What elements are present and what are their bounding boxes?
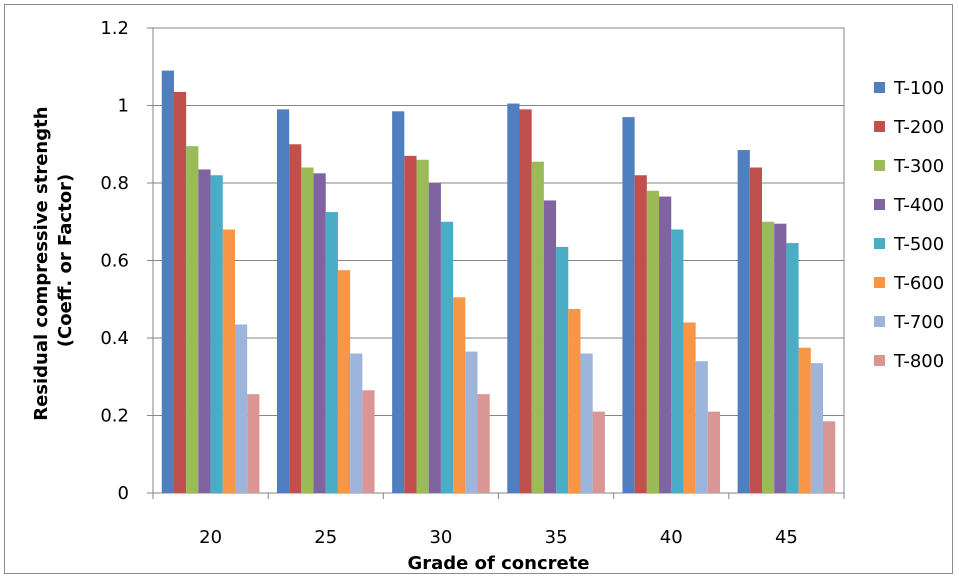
x-tick-label: 30	[429, 527, 452, 548]
bar-t-700-20	[234, 324, 248, 493]
x-axis-ticks: 20 25 30 35 40 45	[152, 493, 845, 548]
y-tick-label: 0.6	[100, 251, 129, 272]
legend-swatch-t-300	[874, 160, 885, 171]
bar-t-600-45	[798, 347, 811, 493]
legend-swatch-t-600	[874, 277, 885, 288]
legend-label-t-300: T-300	[893, 156, 944, 177]
bar-t-300-30	[416, 159, 429, 493]
bar-t-100-40	[622, 117, 635, 494]
bar-t-600-20	[222, 229, 235, 493]
bar-t-700-35	[580, 353, 593, 493]
bar-t-700-25	[350, 353, 363, 493]
bar-t-600-30	[453, 297, 466, 493]
legend-swatch-t-100	[874, 82, 885, 93]
legend-swatch-t-200	[874, 121, 885, 132]
legend-label-t-800: T-800	[893, 351, 944, 372]
bar-t-300-35	[531, 161, 544, 493]
legend-label-t-500: T-500	[893, 234, 944, 255]
bar-t-200-20	[173, 91, 187, 493]
bar-t-200-35	[519, 109, 532, 494]
bar-t-800-35	[592, 411, 605, 494]
legend-swatch-t-500	[874, 238, 885, 249]
bar-t-300-45	[762, 221, 775, 493]
bar-t-800-20	[247, 394, 260, 493]
bar-t-400-30	[428, 183, 441, 493]
y-tick-label: 0.2	[100, 406, 129, 427]
x-tick-label: 20	[199, 527, 222, 548]
legend-label-t-700: T-700	[893, 312, 944, 333]
legend-swatch-t-700	[874, 316, 885, 327]
x-tick-label: 35	[545, 527, 568, 548]
bar-t-700-30	[465, 351, 478, 493]
bar-t-500-35	[556, 246, 569, 493]
bar-t-400-45	[774, 223, 787, 493]
legend-label-t-400: T-400	[893, 195, 944, 216]
bar-t-300-20	[186, 146, 199, 493]
legend: T-100 T-200 T-300 T-400 T-500 T-600 T-700 T-800	[874, 78, 944, 372]
x-axis-title: Grade of concrete	[407, 553, 589, 574]
y-tick-label: 1.2	[100, 18, 129, 39]
bar-t-400-25	[313, 173, 326, 493]
bar-t-500-25	[325, 212, 338, 493]
bar-t-500-20	[210, 175, 223, 493]
y-tick-label: 0	[118, 483, 129, 504]
bar-t-800-40	[707, 411, 721, 494]
bar-t-200-45	[749, 167, 763, 493]
bars	[161, 70, 836, 494]
x-tick-label: 45	[775, 527, 798, 548]
bar-t-600-40	[683, 322, 696, 493]
bar-t-100-30	[392, 111, 405, 493]
bar-t-200-25	[289, 144, 302, 493]
y-axis-ticks: 0 0.2 0.4 0.6 0.8 1 1.2	[100, 18, 153, 504]
legend-label-t-100: T-100	[893, 78, 944, 99]
bar-t-700-40	[695, 361, 708, 493]
bar-t-100-20	[161, 70, 174, 494]
bar-t-200-30	[404, 155, 417, 494]
bar-t-100-25	[276, 109, 290, 494]
bar-t-300-25	[301, 167, 314, 493]
y-tick-label: 1	[118, 96, 129, 117]
bar-t-100-35	[507, 103, 520, 493]
bar-t-300-40	[646, 190, 660, 493]
y-axis-title-line-1: Residual compressive strength	[31, 106, 52, 420]
bar-t-500-45	[786, 243, 799, 493]
legend-label-t-200: T-200	[893, 117, 944, 138]
bar-t-200-40	[634, 175, 647, 493]
y-tick-label: 0.4	[100, 328, 129, 349]
x-tick-label: 25	[314, 527, 337, 548]
bar-t-400-20	[198, 169, 211, 493]
x-tick-label: 40	[660, 527, 683, 548]
bar-t-800-30	[477, 394, 490, 493]
y-axis-title-line-2: (Coeff. or Factor)	[55, 174, 76, 347]
bar-t-500-40	[671, 229, 684, 493]
y-tick-label: 0.8	[100, 173, 129, 194]
bar-t-400-35	[543, 200, 557, 493]
bar-t-800-25	[362, 390, 375, 493]
bar-t-600-25	[337, 270, 351, 493]
bar-t-100-45	[737, 150, 750, 493]
bar-t-700-45	[810, 363, 824, 493]
bar-t-400-40	[659, 196, 672, 493]
bar-t-800-45	[823, 421, 836, 493]
legend-label-t-600: T-600	[893, 273, 944, 294]
bar-t-600-35	[568, 308, 581, 493]
legend-swatch-t-400	[874, 199, 885, 210]
bar-t-500-30	[440, 221, 454, 493]
y-axis-title: Residual compressive strength (Coeff. or…	[31, 100, 76, 421]
legend-swatch-t-800	[874, 355, 885, 366]
